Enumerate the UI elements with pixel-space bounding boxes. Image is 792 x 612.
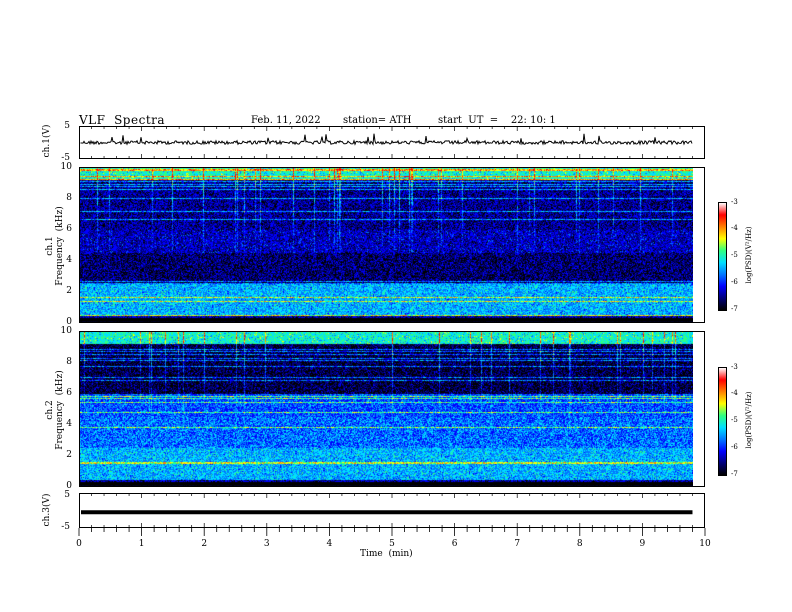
waveform-trace — [80, 133, 693, 146]
x-tick-label: 5 — [389, 539, 395, 549]
station-label: station= ATH — [343, 115, 412, 126]
ch3-ytick-bottom: -5 — [61, 522, 70, 532]
cbar1-label: log(PSD)(V²/Hz) — [745, 226, 753, 284]
spec2-ytick-8: 8 — [66, 357, 72, 367]
ch3-waveform-plot — [79, 493, 705, 528]
cbar2-tick--4: -4 — [731, 389, 738, 397]
ch1-waveform-plot — [79, 126, 705, 159]
x-tick-label: 6 — [451, 539, 458, 549]
x-axis-label: Time (min) — [360, 549, 413, 559]
spec1-ylabel: ch.1 Frequency (kHz) — [45, 206, 65, 286]
x-tick-label: 9 — [639, 539, 646, 549]
spectrogram-image — [79, 167, 693, 323]
spec2-ytick-4: 4 — [66, 419, 72, 429]
x-tick-label: 10 — [699, 539, 711, 549]
start-time-label: start UT = 22: 10: 1 — [438, 115, 556, 126]
ch3-ytick-top: 5 — [64, 490, 70, 500]
spec2-colorbar — [718, 367, 727, 476]
spectrogram-image — [79, 331, 693, 487]
x-tick-label: 4 — [326, 539, 333, 549]
ch2-spectrogram-frame — [79, 331, 705, 487]
x-tick-label: 0 — [76, 539, 82, 549]
cbar2-tick--5: -5 — [731, 416, 738, 424]
spec1-ytick-8: 8 — [66, 193, 72, 203]
cbar2-tick--3: -3 — [731, 363, 738, 371]
date-label: Feb. 11, 2022 — [251, 115, 321, 126]
ch1-spectrogram — [79, 167, 693, 323]
spec1-ytick-2: 2 — [66, 286, 72, 296]
ch2-spectrogram — [79, 331, 693, 487]
colorbar-gradient — [719, 368, 726, 475]
cbar1-tick--6: -6 — [731, 278, 738, 286]
ch1-ytick-bottom: -5 — [61, 153, 70, 163]
ch1-ylabel: ch.1(V) — [42, 124, 52, 158]
spec2-ytick-0: 0 — [66, 481, 72, 491]
ch1-ytick-top: 5 — [64, 121, 70, 131]
x-tick-label: 7 — [514, 539, 521, 549]
colorbar-gradient — [719, 203, 726, 310]
spec2-ytick-6: 6 — [66, 388, 72, 398]
ch3-ylabel: ch.3(V) — [42, 493, 52, 527]
cbar1-tick--3: -3 — [731, 198, 738, 206]
cbar1-tick--5: -5 — [731, 251, 738, 259]
cbar2-tick--7: -7 — [731, 470, 738, 478]
spec1-ytick-6: 6 — [66, 224, 72, 234]
spec2-ytick-2: 2 — [66, 450, 72, 460]
x-tick-label: 2 — [201, 539, 208, 549]
chart-title: VLF Spectra — [79, 113, 166, 127]
x-axis-ticks — [78, 528, 706, 536]
spec2-ytick-10: 10 — [60, 326, 72, 336]
x-tick-label: 3 — [263, 539, 270, 549]
spec1-ytick-10: 10 — [60, 162, 72, 172]
x-tick-label: 8 — [576, 539, 583, 549]
waveform-trace — [81, 510, 693, 515]
cbar1-tick--7: -7 — [731, 305, 738, 313]
ch1-spectrogram-frame — [79, 167, 705, 323]
cbar1-tick--4: -4 — [731, 224, 738, 232]
spec1-ytick-0: 0 — [66, 317, 72, 327]
cbar2-tick--6: -6 — [731, 443, 738, 451]
spec1-ytick-4: 4 — [66, 255, 72, 265]
x-tick-label: 1 — [138, 539, 145, 549]
spec2-ylabel: ch.2 Frequency (kHz) — [45, 370, 65, 450]
spec1-colorbar — [718, 202, 727, 311]
cbar2-label: log(PSD)(V²/Hz) — [745, 391, 753, 449]
